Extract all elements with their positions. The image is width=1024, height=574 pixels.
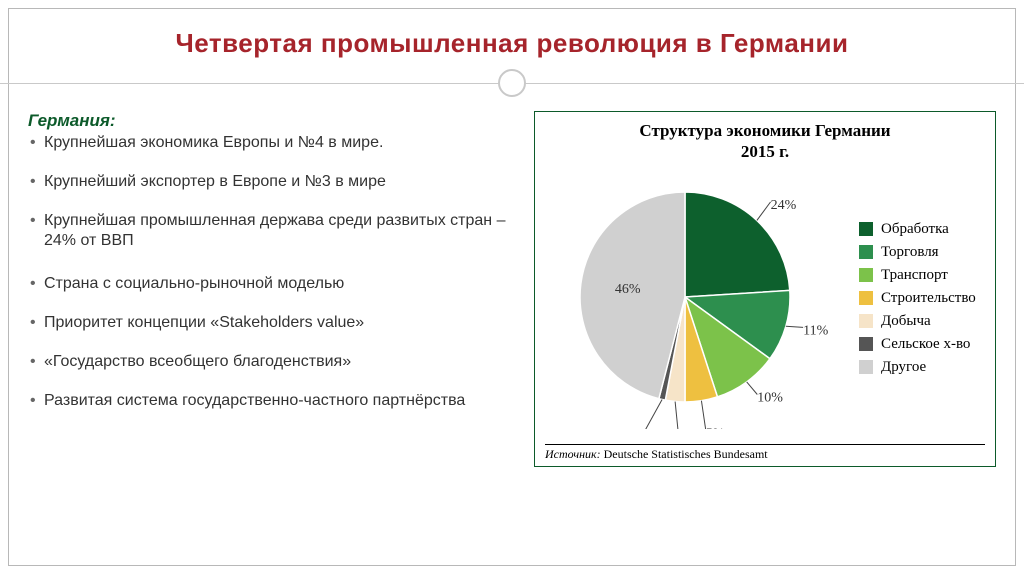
list-item: Крупнейшая экономика Европы и №4 в мире.: [28, 133, 516, 154]
title-divider: [0, 69, 1024, 97]
list-item: «Государство всеобщего благоденствия»: [28, 352, 516, 373]
list-item: Страна с социально-рыночной моделью: [28, 274, 516, 295]
list-item: Приоритет концепции «Stakeholders value»: [28, 313, 516, 334]
list-item: Крупнейшая промышленная держава среди ра…: [28, 211, 516, 253]
list-item: Крупнейший экспортер в Европе и №3 в мир…: [28, 172, 516, 193]
list-item: Развитая система государственно-частного…: [28, 391, 516, 412]
